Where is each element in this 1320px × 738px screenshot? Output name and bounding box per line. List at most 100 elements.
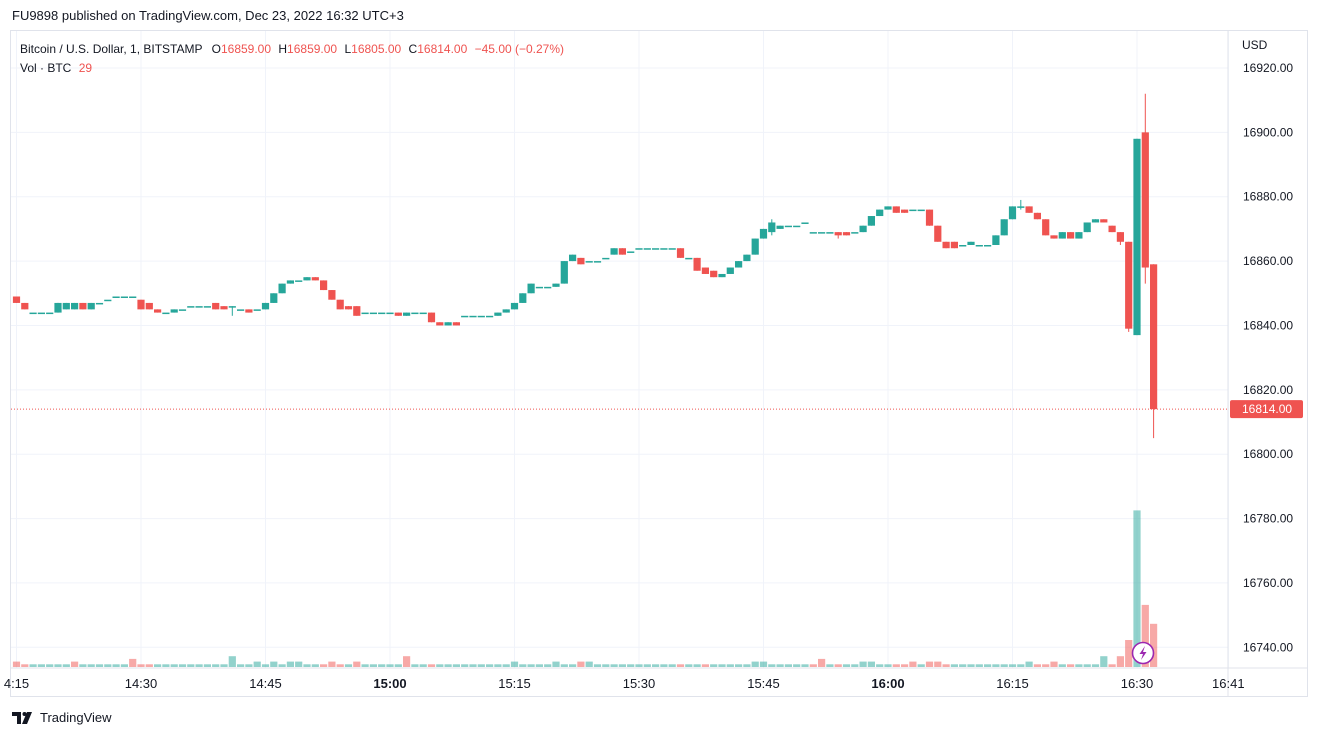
- candle-body: [818, 232, 826, 234]
- volume-bar: [403, 656, 411, 667]
- candle: [261, 302, 270, 310]
- price-axis: 16740.00 16760.00 16780.00 16800.00 16820.00…: [1227, 31, 1293, 697]
- candle: [909, 209, 917, 212]
- candle-body: [510, 302, 519, 310]
- candle: [452, 322, 460, 326]
- candle: [718, 273, 726, 278]
- candle-body: [959, 245, 967, 247]
- candle-body: [925, 209, 934, 226]
- candle-body: [295, 280, 303, 282]
- volume-bar: [295, 661, 303, 667]
- candle-body: [436, 322, 444, 326]
- candle-body: [145, 302, 153, 310]
- candle: [917, 209, 925, 212]
- candle-body: [494, 312, 502, 316]
- volume-bar: [62, 664, 70, 667]
- candle: [154, 309, 162, 313]
- candle: [884, 206, 892, 210]
- volume-bar: [104, 664, 112, 667]
- candle: [967, 241, 975, 245]
- candle-body: [726, 267, 734, 274]
- candle-body: [801, 222, 809, 224]
- candle-body: [1108, 225, 1116, 233]
- volume-bar: [627, 664, 635, 667]
- volume-bar: [436, 664, 444, 667]
- candle-body: [569, 254, 577, 262]
- candle-body: [178, 309, 187, 311]
- candle: [62, 302, 70, 310]
- candle-body: [967, 241, 975, 245]
- candle-body: [394, 312, 402, 316]
- candle: [950, 241, 958, 249]
- volume-label[interactable]: Vol · BTC: [20, 61, 72, 75]
- candle: [1017, 199, 1025, 210]
- volume-bar: [452, 664, 460, 667]
- candle-body: [1067, 232, 1075, 239]
- volume-bar: [112, 664, 120, 667]
- candle-body: [502, 309, 510, 313]
- candle: [693, 257, 701, 271]
- symbol-name[interactable]: Bitcoin / U.S. Dollar, 1, BITSTAMP: [20, 42, 203, 56]
- candle: [170, 309, 178, 313]
- candle-body: [643, 248, 651, 250]
- candle: [635, 248, 643, 250]
- candle-body: [469, 315, 477, 318]
- volume-bar: [892, 664, 900, 667]
- chart-frame[interactable]: [10, 30, 1308, 697]
- candle-body: [336, 299, 344, 310]
- publisher-line: FU9898 published on TradingView.com, Dec…: [12, 8, 404, 23]
- candle: [328, 290, 336, 300]
- volume-bar: [610, 664, 618, 667]
- candle: [228, 306, 236, 316]
- candle: [710, 270, 718, 278]
- candle: [320, 280, 328, 291]
- candle-body: [560, 261, 568, 284]
- volume-bar: [361, 664, 369, 667]
- candle-body: [95, 302, 104, 305]
- candle-body: [54, 302, 62, 313]
- legend: Bitcoin / U.S. Dollar, 1, BITSTAMP O1685…: [20, 40, 564, 78]
- candle: [535, 286, 543, 289]
- legend-ohlc-row: Bitcoin / U.S. Dollar, 1, BITSTAMP O1685…: [20, 40, 564, 59]
- candle-body: [79, 302, 87, 310]
- candle-body: [652, 248, 660, 250]
- candle-body: [29, 312, 37, 315]
- candle-body: [784, 225, 792, 228]
- tradingview-logo[interactable]: TradingView: [12, 710, 112, 725]
- candle: [403, 312, 411, 316]
- candle: [726, 267, 734, 274]
- candle: [178, 309, 187, 311]
- candle: [120, 296, 128, 298]
- volume-bar: [726, 664, 734, 667]
- volume-bar: [652, 664, 660, 667]
- candle: [427, 312, 436, 323]
- candle-body: [403, 312, 411, 316]
- replay-icon[interactable]: [1131, 641, 1155, 665]
- candle: [477, 315, 485, 318]
- volume-bar: [203, 664, 211, 667]
- price-axis-label: 16780.00: [1243, 512, 1293, 526]
- candle: [560, 261, 568, 284]
- candle-body: [104, 299, 112, 302]
- candle: [245, 309, 253, 313]
- volume-value: 29: [78, 61, 93, 75]
- volume-bar: [809, 664, 817, 667]
- candle-body: [12, 296, 21, 303]
- candle: [195, 306, 203, 308]
- candle-body: [87, 302, 95, 310]
- candle-body: [975, 245, 983, 247]
- volume-bar: [710, 664, 718, 667]
- volume-bar: [394, 664, 402, 667]
- candle: [1025, 206, 1033, 213]
- candle-body: [1116, 232, 1124, 242]
- candle-body: [759, 228, 768, 239]
- volume-bar: [842, 664, 851, 667]
- volume-bar: [54, 664, 62, 667]
- candle: [842, 232, 851, 236]
- candle-body: [120, 296, 128, 298]
- volume-bar: [1067, 664, 1075, 667]
- candle-body: [627, 251, 635, 253]
- candle-body: [286, 280, 294, 284]
- volume-bar: [386, 664, 394, 667]
